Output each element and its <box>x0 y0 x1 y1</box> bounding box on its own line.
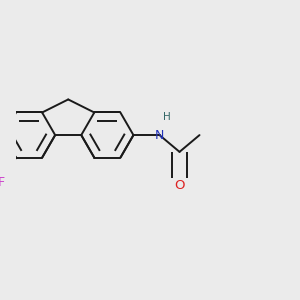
Text: N: N <box>155 129 164 142</box>
Text: F: F <box>0 176 5 189</box>
Text: H: H <box>164 112 171 122</box>
Text: O: O <box>174 179 185 192</box>
